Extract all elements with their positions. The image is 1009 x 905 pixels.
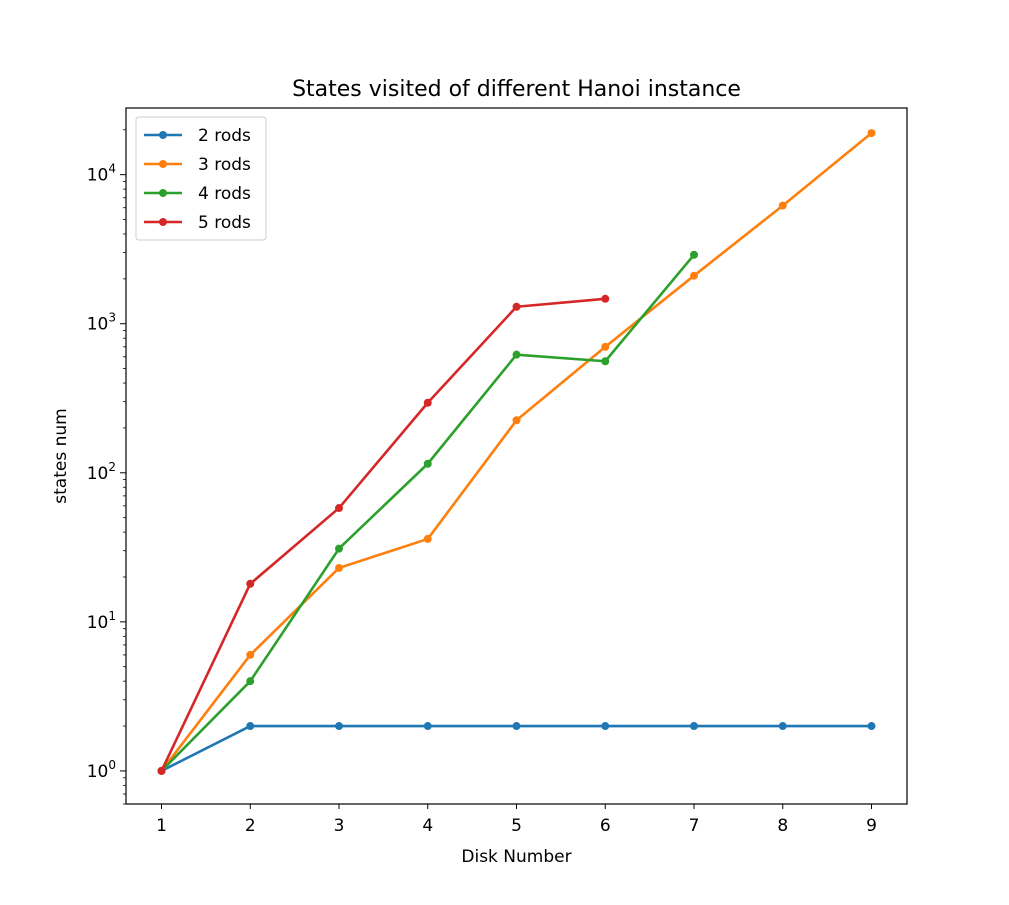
data-point-series-3-5: [512, 350, 521, 359]
y-tick-base-3: 10: [87, 315, 109, 335]
x-tick-label-1: 1: [156, 816, 167, 836]
x-axis-label: Disk Number: [461, 847, 571, 867]
data-point-series-2-2: [246, 650, 255, 659]
y-tick-label-4: 104: [87, 162, 116, 186]
data-point-series-4-6: [601, 294, 610, 303]
y-tick-label-1: 101: [87, 609, 116, 633]
data-point-series-3-6: [601, 357, 610, 366]
data-point-series-1-5: [512, 722, 521, 731]
data-point-series-4-4: [423, 398, 432, 407]
legend-label-2: 3 rods: [198, 155, 251, 175]
legend-label-3: 4 rods: [198, 184, 251, 204]
y-tick-base-4: 10: [87, 166, 109, 186]
x-tick-label-6: 6: [600, 816, 611, 836]
legend-label-1: 2 rods: [198, 126, 251, 146]
x-tick-label-8: 8: [777, 816, 788, 836]
x-tick-label-3: 3: [334, 816, 345, 836]
data-point-series-3-3: [335, 544, 343, 553]
data-point-series-4-2: [246, 579, 255, 588]
data-point-series-2-5: [512, 416, 521, 425]
data-point-series-1-4: [423, 722, 432, 731]
data-point-series-2-7: [690, 271, 698, 280]
legend-marker-3: [159, 189, 167, 197]
data-point-series-4-1: [157, 766, 166, 775]
x-tick-label-2: 2: [245, 816, 256, 836]
data-point-series-2-3: [335, 563, 343, 572]
data-point-series-2-6: [601, 342, 610, 351]
data-point-series-4-3: [335, 504, 343, 513]
data-point-series-3-7: [690, 250, 698, 259]
data-point-series-1-3: [335, 722, 343, 731]
y-tick-exponent-1: 1: [108, 609, 116, 623]
legend-marker-4: [159, 218, 167, 226]
x-tick-label-5: 5: [511, 816, 522, 836]
data-point-series-2-8: [778, 201, 787, 210]
y-tick-label-3: 103: [87, 311, 116, 335]
data-point-series-1-7: [690, 722, 698, 731]
chart-title: States visited of different Hanoi instan…: [292, 77, 741, 102]
data-point-series-1-6: [601, 722, 610, 731]
legend-box: [135, 116, 267, 241]
series-points: [157, 129, 876, 775]
legend-marker-1: [159, 131, 167, 139]
legend: 2 rods 3 rods 4 rods 5 rods: [135, 116, 267, 241]
data-point-series-3-4: [423, 459, 432, 468]
x-tick-label-7: 7: [689, 816, 700, 836]
y-tick-exponent-4: 4: [108, 162, 116, 176]
y-tick-base-1: 10: [87, 613, 109, 633]
legend-marker-2: [159, 160, 167, 168]
y-tick-exponent-0: 0: [108, 758, 116, 772]
x-tick-label-4: 4: [422, 816, 433, 836]
data-point-series-3-2: [246, 677, 255, 686]
data-point-series-4-5: [512, 302, 521, 311]
y-tick-label-0: 100: [87, 758, 116, 782]
x-tick-label-9: 9: [866, 816, 877, 836]
data-point-series-1-2: [246, 722, 255, 731]
y-tick-label-2: 102: [87, 460, 116, 484]
data-point-series-1-9: [867, 722, 876, 731]
y-tick-base-0: 10: [87, 762, 109, 782]
y-tick-exponent-2: 2: [108, 460, 116, 474]
data-point-series-2-4: [423, 534, 432, 543]
y-axis-label: states num: [51, 408, 71, 503]
legend-label-4: 5 rods: [198, 213, 251, 233]
y-tick-exponent-3: 3: [108, 311, 116, 325]
y-tick-base-2: 10: [87, 464, 109, 484]
data-point-series-1-8: [778, 722, 787, 731]
data-point-series-2-9: [867, 129, 876, 138]
series-line-4: [159, 297, 607, 773]
